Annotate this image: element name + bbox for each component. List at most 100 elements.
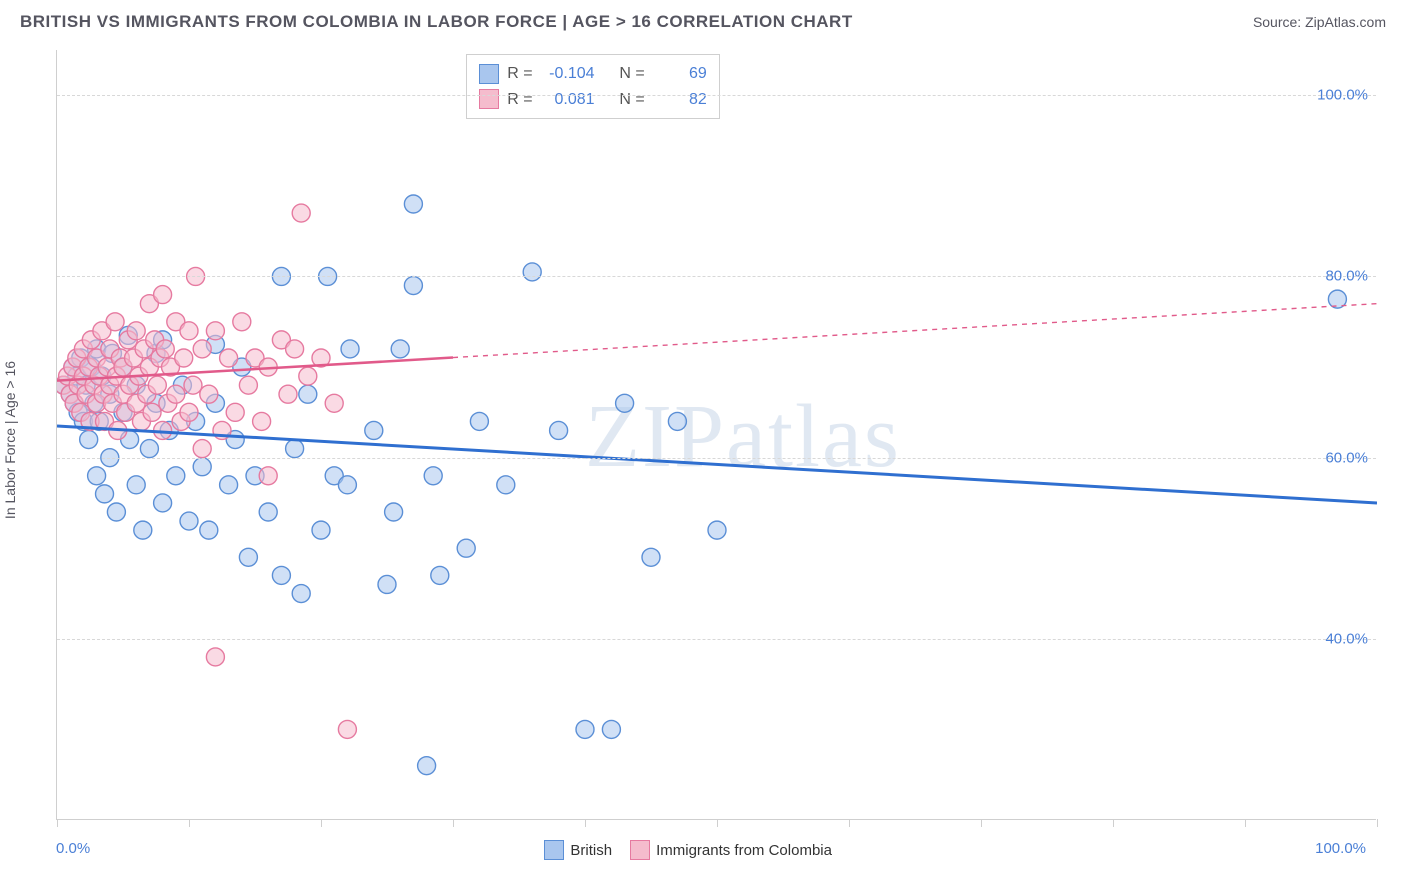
x-tick bbox=[321, 819, 322, 827]
scatter-point bbox=[88, 349, 106, 367]
scatter-point bbox=[233, 358, 251, 376]
scatter-point bbox=[180, 322, 198, 340]
chart-container: In Labor Force | Age > 16 ZIPatlas R =-0… bbox=[18, 40, 1388, 840]
scatter-point bbox=[114, 403, 132, 421]
x-tick bbox=[849, 819, 850, 827]
scatter-point bbox=[107, 503, 125, 521]
plot-area: ZIPatlas R =-0.104 N =69R =0.081 N =82 4… bbox=[56, 50, 1376, 820]
scatter-point bbox=[88, 467, 106, 485]
legend-swatch bbox=[630, 840, 650, 860]
scatter-point bbox=[365, 421, 383, 439]
scatter-point bbox=[292, 204, 310, 222]
scatter-point bbox=[160, 421, 178, 439]
scatter-point bbox=[132, 412, 150, 430]
scatter-point bbox=[424, 467, 442, 485]
scatter-point bbox=[154, 331, 172, 349]
scatter-point bbox=[184, 376, 202, 394]
scatter-point bbox=[138, 385, 156, 403]
scatter-point bbox=[180, 512, 198, 530]
scatter-point bbox=[101, 340, 119, 358]
r-label: R = bbox=[507, 87, 532, 113]
scatter-point bbox=[101, 376, 119, 394]
y-axis-label: In Labor Force | Age > 16 bbox=[2, 361, 18, 519]
scatter-point bbox=[111, 349, 129, 367]
x-tick bbox=[1113, 819, 1114, 827]
scatter-point bbox=[64, 358, 82, 376]
n-value: 69 bbox=[653, 61, 707, 87]
scatter-point bbox=[312, 521, 330, 539]
x-tick bbox=[1377, 819, 1378, 827]
bottom-legend: British Immigrants from Colombia bbox=[544, 840, 832, 860]
scatter-point bbox=[57, 376, 73, 394]
scatter-point bbox=[69, 376, 87, 394]
scatter-point bbox=[272, 331, 290, 349]
scatter-point bbox=[82, 358, 100, 376]
x-tick bbox=[717, 819, 718, 827]
n-label: N = bbox=[619, 87, 644, 113]
source-link[interactable]: ZipAtlas.com bbox=[1305, 14, 1386, 30]
legend-swatch bbox=[544, 840, 564, 860]
legend-item: British bbox=[544, 840, 612, 860]
stats-row: R =0.081 N =82 bbox=[479, 87, 707, 113]
scatter-point bbox=[299, 385, 317, 403]
source-label: Source: bbox=[1253, 14, 1301, 30]
scatter-point bbox=[147, 344, 165, 362]
scatter-point bbox=[259, 358, 277, 376]
scatter-point bbox=[286, 340, 304, 358]
scatter-point bbox=[239, 376, 257, 394]
scatter-point bbox=[325, 467, 343, 485]
scatter-point bbox=[272, 566, 290, 584]
r-label: R = bbox=[507, 61, 532, 87]
scatter-point bbox=[148, 376, 166, 394]
scatter-point bbox=[96, 412, 114, 430]
scatter-point bbox=[246, 349, 264, 367]
scatter-point bbox=[151, 349, 169, 367]
scatter-point bbox=[127, 322, 145, 340]
scatter-point bbox=[162, 358, 180, 376]
scatter-point bbox=[93, 322, 111, 340]
scatter-point bbox=[80, 431, 98, 449]
scatter-point bbox=[404, 195, 422, 213]
scatter-point bbox=[220, 349, 238, 367]
scatter-point bbox=[378, 575, 396, 593]
grid-line bbox=[57, 639, 1376, 640]
scatter-point bbox=[213, 421, 231, 439]
chart-title: BRITISH VS IMMIGRANTS FROM COLOMBIA IN L… bbox=[20, 12, 853, 32]
n-label: N = bbox=[619, 61, 644, 87]
scatter-point bbox=[127, 476, 145, 494]
scatter-point bbox=[147, 394, 165, 412]
scatter-point bbox=[61, 385, 79, 403]
scatter-point bbox=[206, 322, 224, 340]
x-axis-max-label: 100.0% bbox=[1315, 840, 1366, 857]
x-tick bbox=[981, 819, 982, 827]
scatter-point bbox=[193, 440, 211, 458]
scatter-point bbox=[107, 367, 125, 385]
scatter-point bbox=[88, 394, 106, 412]
scatter-point bbox=[156, 340, 174, 358]
scatter-point bbox=[85, 394, 103, 412]
scatter-point bbox=[391, 340, 409, 358]
scatter-point bbox=[200, 385, 218, 403]
legend-label: Immigrants from Colombia bbox=[656, 842, 832, 859]
scatter-point bbox=[114, 358, 132, 376]
scatter-point bbox=[69, 403, 87, 421]
scatter-point bbox=[497, 476, 515, 494]
scatter-point bbox=[576, 720, 594, 738]
header: BRITISH VS IMMIGRANTS FROM COLOMBIA IN L… bbox=[0, 0, 1406, 40]
scatter-point bbox=[338, 720, 356, 738]
scatter-point bbox=[121, 431, 139, 449]
correlation-stats-box: R =-0.104 N =69R =0.081 N =82 bbox=[466, 54, 720, 119]
scatter-point bbox=[668, 412, 686, 430]
chart-svg bbox=[57, 50, 1377, 820]
scatter-point bbox=[279, 385, 297, 403]
scatter-point bbox=[341, 340, 359, 358]
legend-item: Immigrants from Colombia bbox=[630, 840, 832, 860]
y-tick-label: 100.0% bbox=[1317, 87, 1368, 104]
scatter-point bbox=[106, 313, 124, 331]
scatter-point bbox=[292, 585, 310, 603]
scatter-point bbox=[180, 403, 198, 421]
scatter-point bbox=[57, 376, 73, 394]
series-swatch bbox=[479, 89, 499, 109]
x-tick bbox=[585, 819, 586, 827]
n-value: 82 bbox=[653, 87, 707, 113]
